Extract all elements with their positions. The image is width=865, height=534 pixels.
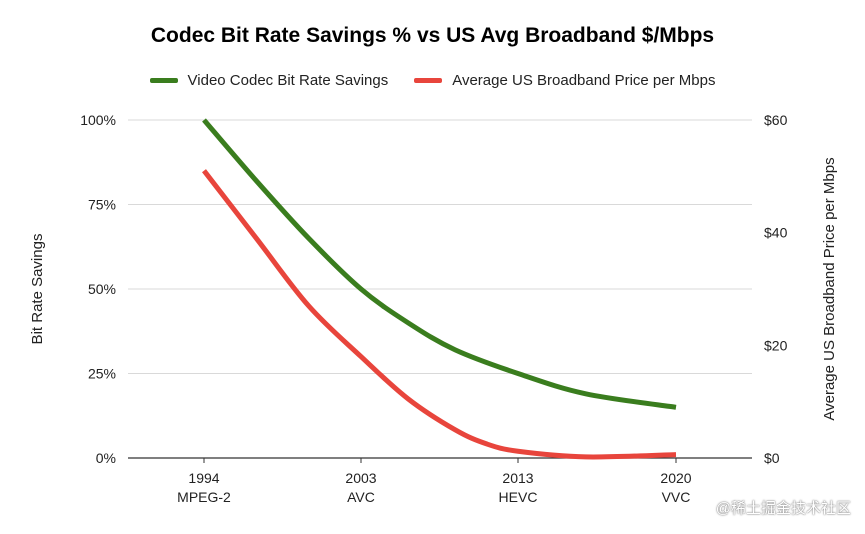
y-tick-label: 0% [96, 450, 116, 466]
y-tick-label: 75% [88, 197, 116, 213]
x-tick-label: 2013 [502, 470, 533, 486]
y-tick-label: 50% [88, 281, 116, 297]
legend-label-green: Video Codec Bit Rate Savings [187, 72, 389, 89]
y-tick-label: 25% [88, 366, 116, 382]
x-tick-sublabel: MPEG-2 [177, 489, 231, 505]
legend-item-red: Average US Broadband Price per Mbps [414, 72, 715, 89]
legend: Video Codec Bit Rate Savings Average US … [0, 72, 865, 89]
x-tick-label: 2003 [345, 470, 376, 486]
x-tick-sublabel: AVC [347, 489, 375, 505]
x-tick-sublabel: HEVC [499, 489, 538, 505]
y2-tick-label: $0 [764, 450, 780, 466]
x-tick-sublabel: VVC [662, 489, 691, 505]
y2-tick-label: $60 [764, 112, 788, 128]
x-tick-label: 2020 [660, 470, 691, 486]
y2-tick-label: $20 [764, 337, 788, 353]
legend-swatch-red [414, 78, 443, 83]
series-line-codec-savings [202, 118, 677, 410]
x-tick-label: 1994 [188, 470, 219, 486]
watermark: @稀土掘金技术社区 [715, 500, 851, 517]
legend-item-green: Video Codec Bit Rate Savings [149, 72, 389, 89]
y-tick-label: 100% [80, 112, 116, 128]
chart-title: Codec Bit Rate Savings % vs US Avg Broad… [150, 24, 715, 47]
y2-axis-title: Average US Broadband Price per Mbps [821, 157, 838, 420]
legend-label-red: Average US Broadband Price per Mbps [452, 72, 716, 89]
y2-tick-label: $40 [764, 225, 788, 241]
legend-swatch-green [149, 78, 178, 83]
y-axis-title: Bit Rate Savings [29, 234, 46, 345]
series-line-broadband-price [202, 169, 677, 460]
